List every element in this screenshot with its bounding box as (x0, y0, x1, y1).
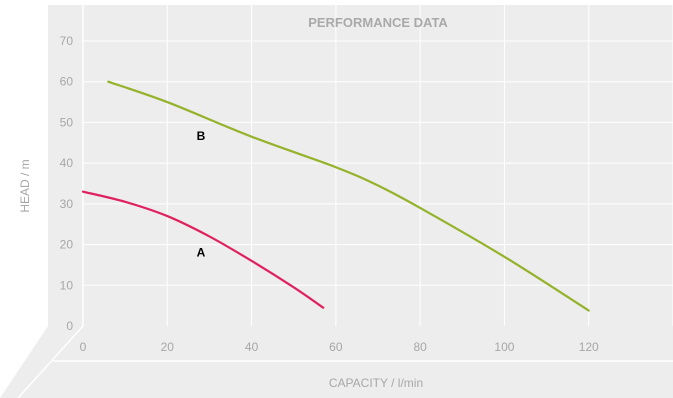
series-lines (81, 80, 590, 312)
y-tick-label: 70 (60, 34, 74, 48)
x-tick-label: 40 (245, 340, 259, 354)
y-tick-label: 20 (60, 238, 74, 252)
x-tick-label: 80 (413, 340, 427, 354)
x-tick-label: 120 (579, 340, 599, 354)
x-tick-label: 100 (494, 340, 514, 354)
series-line-a (81, 190, 325, 309)
series-line-b (107, 80, 590, 312)
chart-title: PERFORMANCE DATA (308, 15, 448, 30)
grid-lines (83, 5, 673, 326)
y-axis-label: HEAD / m (18, 159, 32, 212)
series-label-a: A (197, 245, 206, 259)
y-tick-label: 40 (60, 156, 74, 170)
y-tick-label: 50 (60, 115, 74, 129)
y-tick-labels: 0 10 20 30 40 50 60 70 (60, 34, 74, 333)
frame-diagonal-line (17, 325, 84, 398)
x-axis-label: CAPACITY / l/min (329, 376, 423, 390)
series-label-b: B (197, 129, 206, 143)
chart-floor-panel (0, 326, 673, 398)
x-tick-labels: 0 20 40 60 80 100 120 (80, 340, 599, 354)
y-tick-label: 0 (66, 319, 73, 333)
y-tick-label: 60 (60, 75, 74, 89)
x-tick-label: 60 (329, 340, 343, 354)
y-tick-label: 10 (60, 278, 74, 292)
x-tick-label: 0 (80, 340, 87, 354)
y-tick-label: 30 (60, 197, 74, 211)
x-tick-label: 20 (161, 340, 175, 354)
series-labels: AB (197, 129, 206, 259)
chart-back-panel (48, 5, 673, 326)
